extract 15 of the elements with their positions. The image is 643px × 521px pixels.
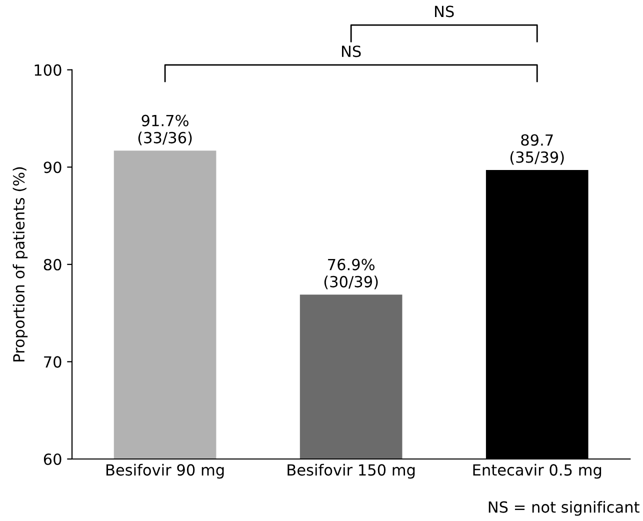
x-tick-label: Entecavir 0.5 mg: [473, 464, 602, 479]
text: NS: [435, 6, 454, 18]
text: NS = not significant: [488, 501, 640, 516]
x-tick-label: Besifovir 90 mg: [106, 464, 224, 479]
y-tick-label: 70: [44, 356, 62, 368]
y-tick-label: 100: [34, 64, 62, 76]
y-axis-title: Proportion of patients (%): [12, 167, 28, 362]
data-label: 91.7% (33/36): [138, 114, 192, 146]
y-tick-label: 80: [44, 258, 62, 270]
x-tick-label: Besifovir 150 mg: [288, 464, 415, 479]
text: NS: [342, 46, 361, 58]
y-tick-label: 90: [44, 162, 62, 174]
data-label: 76.9% (30/39): [324, 258, 378, 290]
y-tick-label: 60: [44, 453, 62, 466]
data-label: 89.7 (35/39): [510, 134, 564, 165]
